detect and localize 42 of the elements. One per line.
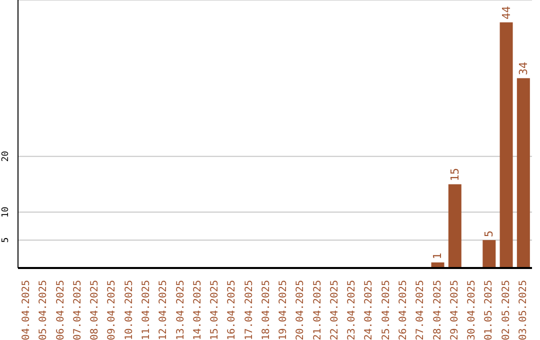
x-tick-label: 29.04.2025 <box>449 280 460 340</box>
x-tick-label: 18.04.2025 <box>260 280 272 340</box>
x-tick-label: 23.04.2025 <box>346 280 358 340</box>
y-tick-label: 10 <box>1 206 11 218</box>
x-tick-label: 03.05.2025 <box>518 280 529 340</box>
x-tick-label: 21.04.2025 <box>312 280 324 340</box>
x-tick-label: 26.04.2025 <box>398 280 409 340</box>
x-tick-label: 11.04.2025 <box>141 280 152 340</box>
x-tick-label: 24.04.2025 <box>364 280 375 340</box>
x-tick-label: 27.04.2025 <box>415 280 426 340</box>
x-tick-label: 15.04.2025 <box>210 280 221 340</box>
data-label: 34 <box>516 62 530 76</box>
x-tick-label: 16.04.2025 <box>226 280 238 340</box>
data-label: 44 <box>500 6 513 20</box>
x-tick-label: 19.04.2025 <box>278 280 290 340</box>
x-tick-label: 10.04.2025 <box>124 280 135 340</box>
data-label: 15 <box>448 168 462 182</box>
x-tick-label: 06.04.2025 <box>55 280 66 340</box>
x-tick-label: 20.04.2025 <box>295 280 306 340</box>
x-tick-label: 14.04.2025 <box>192 280 204 340</box>
x-tick-label: 30.04.2025 <box>466 280 478 340</box>
x-tick-label: 08.04.2025 <box>90 280 101 340</box>
bar <box>482 240 496 268</box>
x-tick-label: 13.04.2025 <box>175 280 186 340</box>
y-tick-label: 5 <box>1 237 11 243</box>
data-label: 5 <box>482 230 496 238</box>
x-tick-label: 05.04.2025 <box>38 280 50 340</box>
x-tick-label: 09.04.2025 <box>106 280 118 340</box>
x-tick-label: 28.04.2025 <box>432 280 444 340</box>
x-tick-label: 02.05.2025 <box>500 280 512 340</box>
x-tick-label: 07.04.2025 <box>72 280 84 340</box>
y-tick-label: 20 <box>1 150 11 162</box>
x-tick-label: 01.05.2025 <box>484 280 495 340</box>
bar <box>500 22 513 268</box>
bar <box>516 78 530 268</box>
x-tick-label: 17.04.2025 <box>244 280 255 340</box>
bar <box>448 184 462 268</box>
data-label: 1 <box>431 252 444 260</box>
x-tick-label: 22.04.2025 <box>329 280 340 340</box>
x-tick-label: 04.04.2025 <box>21 280 32 340</box>
x-tick-label: 25.04.2025 <box>380 280 392 340</box>
x-tick-label: 12.04.2025 <box>158 280 170 340</box>
